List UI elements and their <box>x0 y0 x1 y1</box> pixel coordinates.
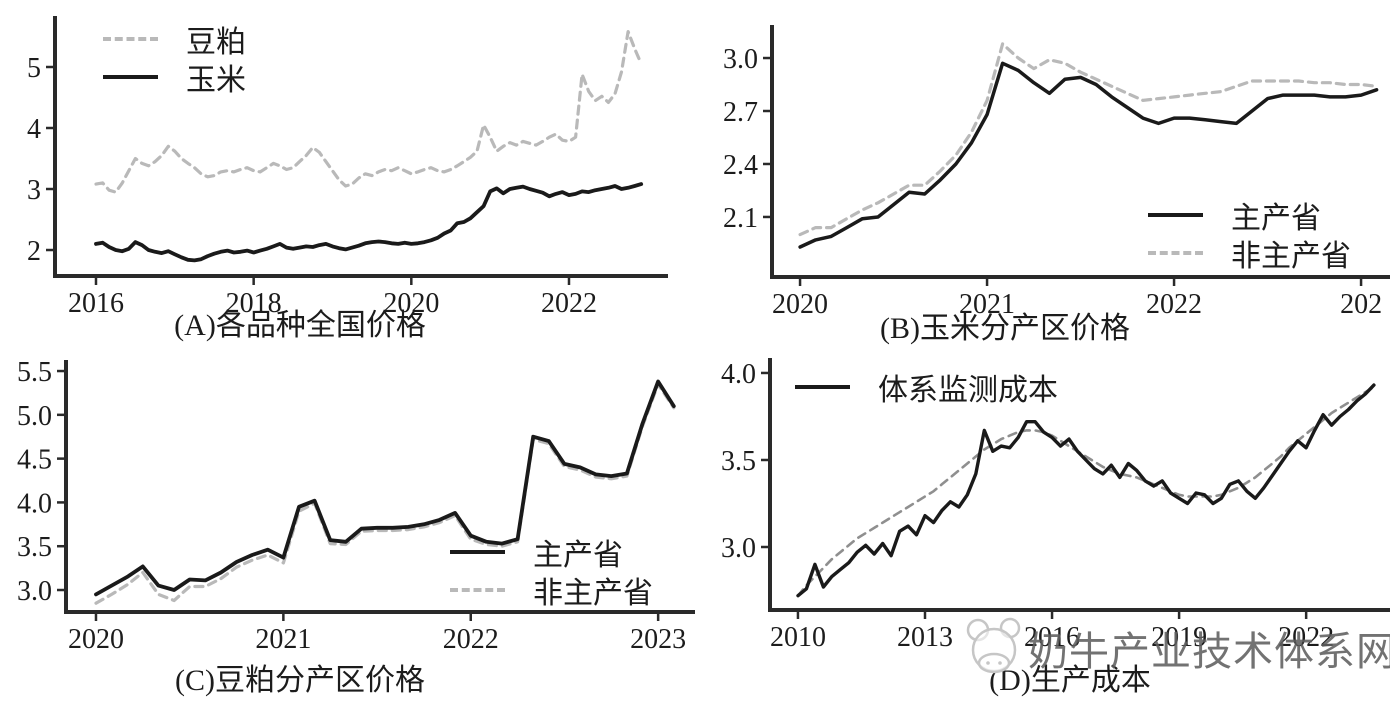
series-line <box>798 42 1379 237</box>
y-tick-label: 4.5 <box>17 445 52 476</box>
y-tick-label: 3.0 <box>17 576 52 607</box>
y-tick-label: 2 <box>27 236 41 267</box>
y-tick-label: 2.7 <box>723 97 758 128</box>
x-tick-label: 2010 <box>770 622 826 653</box>
y-tick-label: 3.5 <box>17 532 52 563</box>
series-line <box>94 379 676 597</box>
x-tick-label: 2018 <box>226 288 282 319</box>
series-line <box>94 382 676 605</box>
y-tick-label: 5 <box>27 53 41 84</box>
series-line <box>94 182 644 263</box>
x-tick-label: 2020 <box>68 624 124 655</box>
legend-b: 主产省 非主产省 <box>1148 196 1351 273</box>
solid-line-swatch <box>450 550 505 554</box>
chart-panel-b: 2020 2021 2022 202 2.1 2.4 2.7 3.0 主产省 非主产省 (B)… <box>695 0 1390 350</box>
legend-item: 豆粕 <box>103 20 246 59</box>
chart-caption-b: (B)玉米分产区价格 <box>880 312 1130 345</box>
legend-label: 主产省 <box>533 539 623 572</box>
y-tick-label: 5.5 <box>17 357 52 388</box>
x-tick-label: 2022 <box>1278 622 1334 653</box>
chart-panel-c: 2020 2021 2022 2023 3.0 3.5 4.0 4.5 5.0 5.5 主产省 非… <box>0 350 695 707</box>
x-tick-label: 2021 <box>255 624 311 655</box>
legend-label: 非主产省 <box>533 577 653 610</box>
watermark-text: 奶牛产业技术体系网 <box>1028 629 1390 674</box>
legend-item: 非主产省 <box>1148 234 1351 273</box>
legend-a: 豆粕 玉米 <box>103 20 246 97</box>
solid-line-swatch <box>103 75 158 79</box>
legend-item: 主产省 <box>450 533 653 572</box>
solid-line-swatch <box>1148 213 1203 217</box>
x-tick-label: 2013 <box>897 622 953 653</box>
series-line <box>798 61 1379 249</box>
y-tick-label: 3.0 <box>723 44 758 75</box>
x-tick-label: 2022 <box>1146 289 1202 320</box>
x-tick-label: 2022 <box>443 624 499 655</box>
series-line <box>796 383 1376 598</box>
series-line <box>796 385 1376 597</box>
x-tick-label: 2023 <box>630 624 686 655</box>
chart-caption-a: (A)各品种全国价格 <box>174 309 426 342</box>
legend-c: 主产省 非主产省 <box>450 533 653 610</box>
legend-label: 非主产省 <box>1231 240 1351 273</box>
chart-panel-a: 2016 2018 2020 2022 2 3 4 5 豆粕 玉米 (A)各品种全国价格 <box>0 0 695 350</box>
dashed-line-swatch <box>1148 251 1203 255</box>
x-tick-label: 2020 <box>383 288 439 319</box>
y-tick-label: 4.0 <box>721 359 756 390</box>
line-chart-feed-national-prices: 2016 2018 2020 2022 2 3 4 5 <box>27 16 668 319</box>
y-tick-label: 3.5 <box>721 446 756 477</box>
y-tick-label: 4.0 <box>17 488 52 519</box>
x-tick-label: 2022 <box>541 288 597 319</box>
series-line <box>94 30 643 194</box>
solid-line-swatch <box>795 385 850 389</box>
y-tick-label: 2.1 <box>723 203 758 234</box>
x-tick-label: 202 <box>1340 289 1382 320</box>
legend-label: 主产省 <box>1231 202 1321 235</box>
y-tick-label: 3.0 <box>721 533 756 564</box>
legend-item: 主产省 <box>1148 196 1351 235</box>
legend-d: 体系监测成本 <box>795 368 1058 407</box>
cow-logo-icon <box>966 617 1021 674</box>
dashed-line-swatch <box>103 37 158 41</box>
legend-item: 玉米 <box>103 58 246 97</box>
x-tick-label: 2016 <box>1024 622 1080 653</box>
legend-item: 非主产省 <box>450 571 653 610</box>
chart-panel-d: 2010 2013 2016 2019 2022 3.0 3.5 4.0 体系监测成本 (D)… <box>695 350 1390 707</box>
legend-item: 体系监测成本 <box>795 368 1058 407</box>
x-tick-label: 2019 <box>1151 622 1207 653</box>
line-chart-soymeal-region-prices: 2020 2021 2022 2023 3.0 3.5 4.0 4.5 5.0 5.5 <box>17 357 695 655</box>
legend-label: 豆粕 <box>186 26 246 59</box>
y-tick-label: 4 <box>27 114 41 145</box>
watermark: 奶牛产业技术体系网 <box>960 616 1390 680</box>
dashed-line-swatch <box>450 588 505 592</box>
x-tick-label: 2021 <box>959 289 1015 320</box>
chart-caption-d: (D)生产成本 <box>989 664 1151 697</box>
line-chart-corn-region-prices: 2020 2021 2022 202 2.1 2.4 2.7 3.0 <box>723 25 1390 320</box>
y-tick-label: 2.4 <box>723 150 758 181</box>
line-chart-production-cost: 2010 2013 2016 2019 2022 3.0 3.5 4.0 <box>721 358 1390 653</box>
legend-label: 体系监测成本 <box>878 374 1058 407</box>
y-tick-label: 3 <box>27 175 41 206</box>
chart-caption-c: (C)豆粕分产区价格 <box>175 664 425 697</box>
x-tick-label: 2016 <box>68 288 124 319</box>
y-tick-label: 5.0 <box>17 401 52 432</box>
legend-label: 玉米 <box>186 64 246 97</box>
x-tick-label: 2020 <box>772 289 828 320</box>
